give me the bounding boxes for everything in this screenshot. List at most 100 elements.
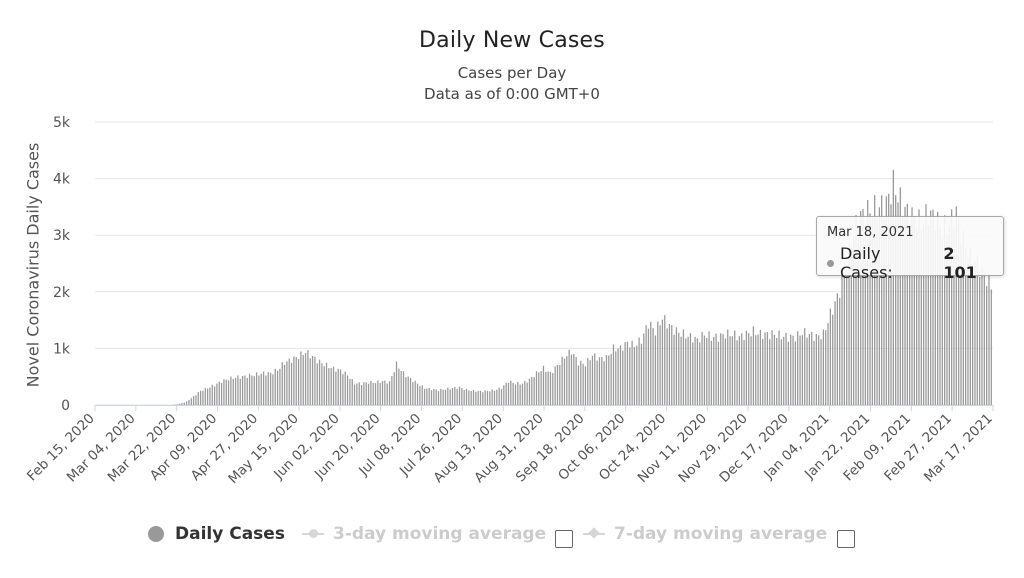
bar[interactable] (610, 353, 612, 405)
bar[interactable] (507, 382, 510, 405)
bar[interactable] (913, 217, 915, 405)
bar[interactable] (939, 226, 941, 405)
bar[interactable] (773, 334, 776, 405)
bar[interactable] (979, 276, 981, 405)
bar[interactable] (498, 387, 500, 405)
bar[interactable] (902, 216, 904, 405)
bar[interactable] (983, 272, 985, 405)
bar[interactable] (304, 353, 307, 405)
bar[interactable] (461, 387, 463, 405)
bar[interactable] (454, 386, 456, 405)
bar[interactable] (780, 339, 783, 405)
bar[interactable] (370, 380, 372, 405)
bar[interactable] (680, 336, 682, 405)
bar[interactable] (608, 355, 610, 405)
bar[interactable] (477, 391, 479, 405)
bar[interactable] (960, 242, 962, 405)
legend-item-daily-cases[interactable]: Daily Cases (148, 524, 285, 544)
bar[interactable] (204, 387, 206, 405)
bar[interactable] (603, 361, 605, 405)
bar[interactable] (360, 384, 363, 405)
bar[interactable] (276, 370, 279, 405)
bar[interactable] (860, 210, 862, 405)
bar[interactable] (937, 211, 939, 405)
bar[interactable] (237, 375, 239, 405)
bar[interactable] (542, 365, 545, 405)
bar[interactable] (274, 368, 276, 405)
bar[interactable] (703, 335, 706, 406)
bar[interactable] (785, 332, 787, 405)
bar[interactable] (927, 224, 929, 405)
bar[interactable] (650, 321, 652, 405)
bar[interactable] (570, 354, 573, 405)
bar[interactable] (402, 371, 405, 405)
bar[interactable] (260, 373, 262, 405)
bar[interactable] (524, 380, 526, 405)
bar[interactable] (967, 258, 969, 405)
bar[interactable] (969, 247, 971, 405)
bar[interactable] (769, 339, 771, 405)
bar[interactable] (986, 286, 988, 405)
bar[interactable] (895, 195, 897, 405)
bar[interactable] (815, 334, 818, 405)
bar[interactable] (293, 356, 295, 405)
bar[interactable] (745, 330, 748, 405)
bar[interactable] (384, 380, 386, 405)
bar[interactable] (925, 204, 927, 405)
bar[interactable] (783, 336, 785, 405)
bar[interactable] (311, 355, 314, 405)
bar[interactable] (640, 343, 643, 405)
bar[interactable] (720, 333, 722, 405)
bar[interactable] (799, 335, 801, 405)
bar[interactable] (379, 382, 381, 405)
bar[interactable] (323, 366, 325, 405)
bar[interactable] (349, 378, 351, 405)
bar[interactable] (374, 383, 377, 405)
bar[interactable] (871, 217, 873, 405)
bar[interactable] (598, 357, 601, 405)
bar[interactable] (430, 390, 433, 405)
bar[interactable] (974, 261, 976, 405)
bar[interactable] (841, 275, 843, 405)
bar[interactable] (332, 366, 335, 405)
bar[interactable] (540, 371, 542, 405)
bar[interactable] (395, 361, 398, 405)
bar[interactable] (468, 390, 470, 405)
bar[interactable] (209, 387, 211, 405)
bar[interactable] (190, 398, 192, 405)
bar[interactable] (185, 401, 188, 405)
bar[interactable] (479, 390, 482, 405)
bar[interactable] (923, 224, 925, 405)
bar[interactable] (930, 210, 932, 405)
bar[interactable] (241, 375, 244, 405)
bar[interactable] (363, 382, 365, 405)
bar[interactable] (631, 340, 633, 405)
bar[interactable] (253, 376, 255, 405)
bar[interactable] (337, 368, 339, 405)
bar[interactable] (199, 390, 202, 405)
bar[interactable] (267, 372, 269, 405)
bar[interactable] (458, 386, 461, 405)
bar[interactable] (358, 382, 360, 405)
bar[interactable] (472, 389, 475, 405)
bar[interactable] (356, 383, 358, 405)
bar[interactable] (897, 202, 899, 405)
bar[interactable] (839, 297, 841, 405)
bar[interactable] (734, 330, 736, 405)
bar[interactable] (421, 385, 423, 405)
bar[interactable] (321, 363, 323, 405)
bar[interactable] (668, 324, 671, 405)
bar[interactable] (920, 230, 922, 405)
bar[interactable] (416, 383, 419, 405)
bar[interactable] (514, 384, 517, 405)
bar[interactable] (206, 388, 209, 405)
bar[interactable] (806, 337, 808, 405)
bar[interactable] (724, 338, 727, 405)
bar[interactable] (225, 379, 227, 405)
bar[interactable] (456, 388, 458, 405)
bar[interactable] (743, 340, 745, 405)
bar[interactable] (433, 389, 435, 405)
bar[interactable] (500, 389, 503, 405)
bar[interactable] (463, 389, 465, 405)
bar[interactable] (696, 338, 699, 405)
